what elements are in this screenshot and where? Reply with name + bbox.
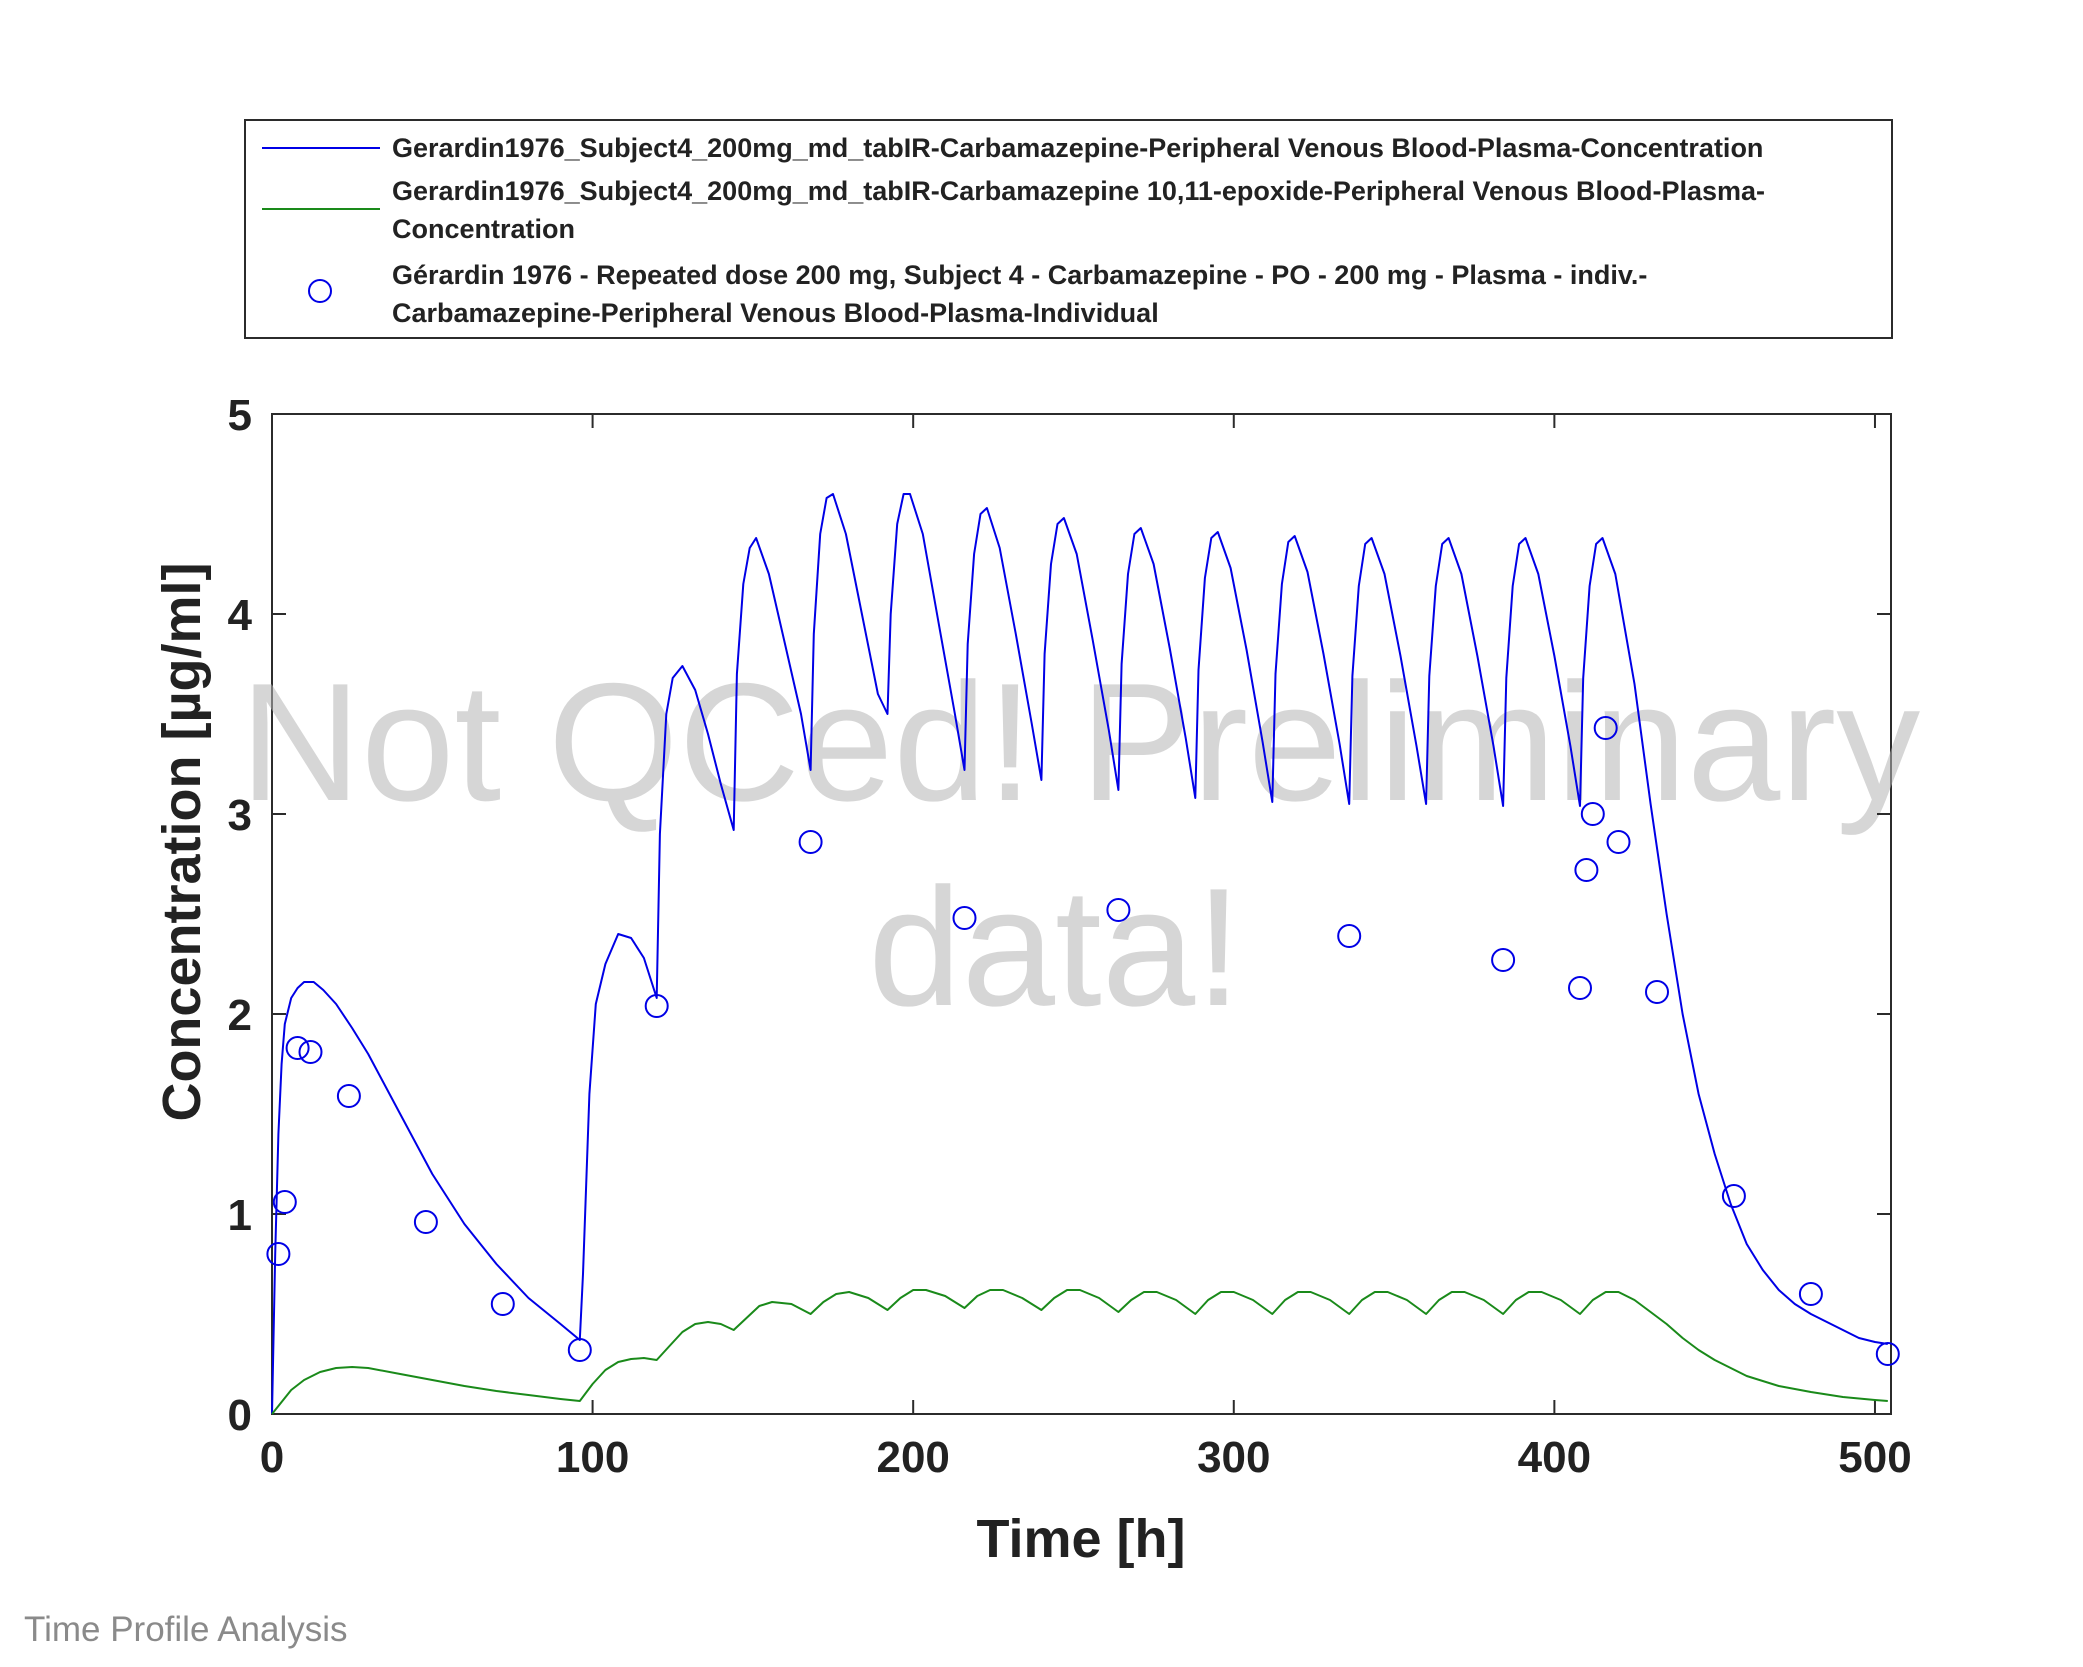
- y-tick-label: 2: [228, 991, 252, 1040]
- y-tick-label: 0: [228, 1391, 252, 1440]
- y-tick-label: 3: [228, 791, 252, 840]
- x-axis-label: Time [h]: [976, 1509, 1185, 1569]
- x-tick-label: 400: [1518, 1433, 1591, 1482]
- x-tick-label: 300: [1197, 1433, 1270, 1482]
- legend-label-epoxide-line2: Concentration: [392, 214, 575, 244]
- watermark-line1: Not QCed! Preliminary: [240, 648, 1921, 836]
- y-tick-label: 1: [228, 1191, 252, 1240]
- x-tick-label: 100: [556, 1433, 629, 1482]
- y-axis-label: Concentration [µg/ml]: [152, 562, 212, 1121]
- footer-label: Time Profile Analysis: [24, 1610, 348, 1649]
- legend-label-observed-line2: Carbamazepine-Peripheral Venous Blood-Pl…: [392, 298, 1159, 328]
- y-tick-label: 4: [228, 591, 253, 640]
- x-tick-label: 0: [260, 1433, 284, 1482]
- x-tick-label: 500: [1838, 1433, 1911, 1482]
- watermark-line2: data!: [868, 853, 1242, 1041]
- x-tick-label: 200: [876, 1433, 949, 1482]
- y-tick-label: 5: [228, 391, 252, 440]
- legend-label-epoxide-line1: Gerardin1976_Subject4_200mg_md_tabIR-Car…: [392, 176, 1765, 206]
- legend: Gerardin1976_Subject4_200mg_md_tabIR-Car…: [245, 120, 1892, 338]
- legend-label-carbamazepine: Gerardin1976_Subject4_200mg_md_tabIR-Car…: [392, 133, 1763, 163]
- legend-label-observed-line1: Gérardin 1976 - Repeated dose 200 mg, Su…: [392, 260, 1647, 290]
